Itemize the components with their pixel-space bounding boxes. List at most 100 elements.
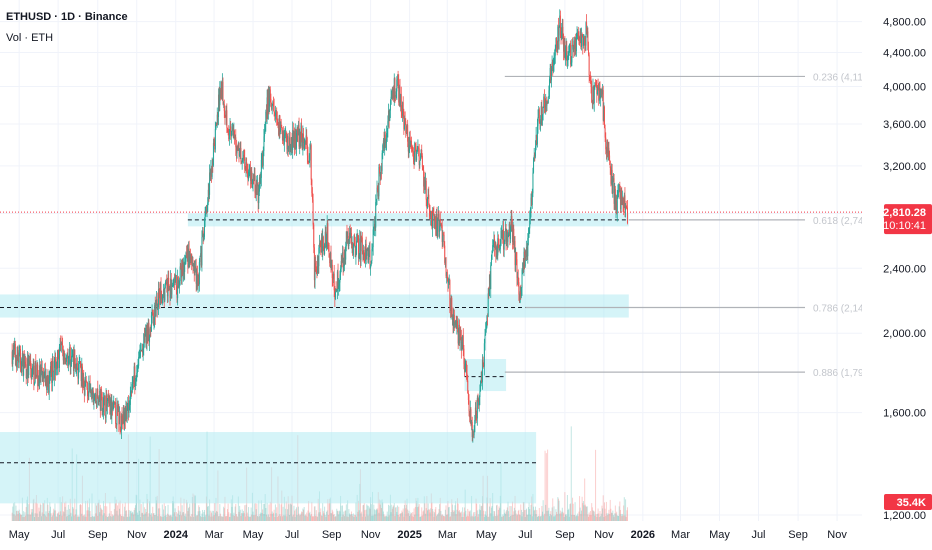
volume-bar: [49, 502, 51, 521]
volume-bar: [249, 516, 251, 521]
volume-bar: [380, 500, 382, 521]
candle-body: [129, 404, 131, 407]
volume-bar: [341, 516, 343, 521]
volume-bar: [172, 496, 174, 521]
candle-body: [81, 366, 83, 382]
candle-body: [186, 252, 188, 254]
volume-bar: [33, 498, 35, 521]
candle-body: [419, 156, 421, 161]
candle-body: [80, 367, 82, 382]
volume-bar: [308, 513, 310, 521]
candle-body: [332, 278, 334, 279]
candle-body: [95, 400, 97, 408]
candle-body: [428, 194, 430, 206]
candle-body: [41, 367, 43, 373]
candle-body: [581, 34, 583, 36]
volume-bar: [37, 516, 39, 521]
volume-bar: [511, 515, 513, 521]
candle-body: [531, 197, 533, 205]
candle-body: [311, 193, 313, 200]
candle-body: [527, 237, 529, 257]
volume-bar: [324, 514, 326, 521]
volume-bar: [605, 516, 607, 521]
candle-body: [513, 241, 515, 249]
volume-bar: [422, 511, 424, 521]
candle-body: [42, 371, 44, 379]
volume-bar: [310, 513, 312, 521]
volume-bar: [448, 507, 450, 521]
candle-body: [115, 423, 117, 426]
volume-bar: [391, 504, 393, 521]
candle-body: [593, 86, 595, 104]
volume-bar: [586, 506, 588, 521]
volume-bar: [561, 511, 563, 521]
volume-bar: [117, 505, 119, 521]
candle-body: [177, 276, 179, 299]
volume-bar: [141, 512, 143, 521]
candle-body: [318, 243, 320, 248]
volume-bar: [454, 505, 456, 521]
volume-bar: [205, 496, 207, 521]
volume-bar: [619, 509, 621, 521]
candle-body: [269, 89, 271, 107]
volume-bar: [124, 506, 126, 521]
volume-bar: [193, 516, 195, 521]
volume-bar: [180, 497, 182, 521]
candle-body: [455, 320, 457, 329]
volume-bar: [601, 505, 603, 521]
candle-body: [342, 252, 344, 268]
candle-body: [173, 281, 175, 284]
candle-body: [257, 183, 259, 204]
candle-body: [160, 283, 162, 298]
candle-body: [266, 97, 268, 119]
volume-bar: [36, 513, 38, 521]
volume-bar: [239, 509, 241, 521]
candle-body: [412, 152, 414, 160]
volume-bar: [419, 516, 421, 521]
volume-bar: [550, 511, 552, 521]
candle-body: [290, 137, 292, 148]
volume-indicator-label[interactable]: Vol · ETH: [6, 32, 54, 44]
candle-body: [264, 130, 266, 137]
volume-bar: [182, 512, 184, 521]
fib-label: 0.236 (4,114.49) •: [813, 72, 892, 83]
time-axis[interactable]: May Jul Sep Nov 2024 Mar May Jul Sep Nov 2025 Mar Ma…: [0, 521, 932, 550]
volume-bar: [104, 492, 106, 521]
candle-body: [26, 377, 28, 378]
volume-bar: [540, 516, 542, 521]
volume-bar: [147, 499, 149, 521]
volume-bar: [609, 513, 611, 521]
candle-body: [16, 357, 18, 368]
candle-body: [419, 160, 421, 166]
volume-bar: [195, 516, 197, 521]
volume-bar: [565, 514, 567, 521]
volume-bar: [403, 516, 405, 521]
volume-bar: [260, 500, 262, 521]
candle-body: [529, 218, 531, 229]
volume-bar: [626, 507, 628, 521]
candle-body: [327, 244, 329, 246]
volume-bar: [104, 506, 106, 521]
symbol-title[interactable]: ETHUSD · 1D · Binance: [6, 11, 128, 23]
volume-bar: [471, 495, 473, 521]
volume-bar: [321, 515, 323, 521]
volume-bar: [80, 505, 82, 521]
volume-bar: [164, 515, 166, 521]
candle-body: [32, 366, 34, 375]
candle-body: [391, 93, 393, 99]
volume-bar: [89, 511, 91, 521]
volume-bar: [156, 495, 158, 521]
volume-bar: [160, 515, 162, 521]
candle-body: [403, 118, 405, 130]
candle-body: [435, 220, 437, 236]
candle-body: [605, 137, 607, 150]
price-axis[interactable]: 4,800.004,400.004,000.003,600.003,200.00…: [862, 0, 932, 550]
candle-body: [121, 415, 123, 423]
candle-body: [65, 358, 67, 362]
volume-bar: [256, 503, 258, 521]
volume-bar: [481, 496, 483, 521]
volume-bar: [309, 511, 311, 521]
candle-body: [53, 361, 55, 380]
volume-bar: [118, 508, 120, 521]
